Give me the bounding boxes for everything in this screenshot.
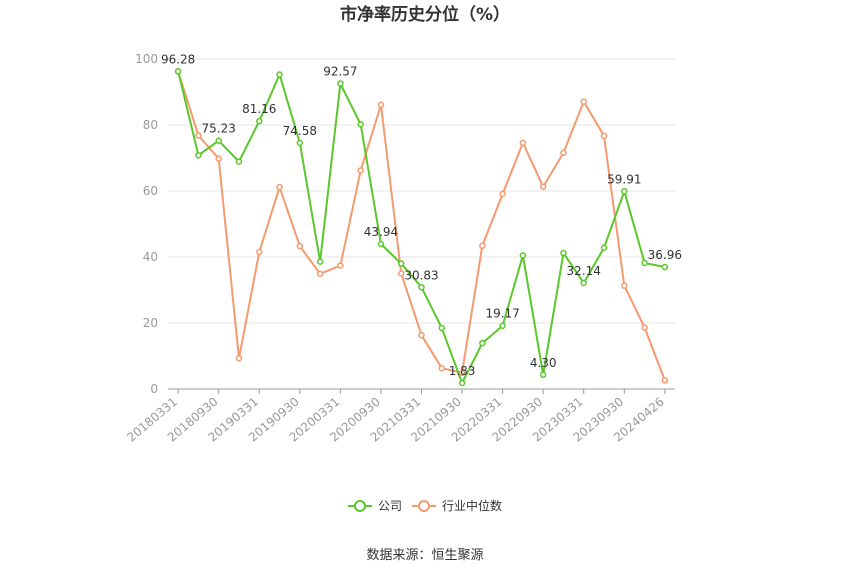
data-point bbox=[418, 284, 425, 291]
legend-item-0[interactable]: 公司 bbox=[348, 499, 402, 513]
data-point bbox=[377, 101, 385, 109]
grid bbox=[168, 58, 675, 324]
series-0 bbox=[174, 68, 669, 387]
data-point bbox=[661, 263, 669, 271]
legend-marker bbox=[418, 500, 430, 512]
data-label: 43.94 bbox=[364, 225, 398, 239]
data-point bbox=[519, 252, 527, 259]
data-point bbox=[235, 158, 243, 165]
data-point bbox=[215, 137, 222, 144]
data-point bbox=[316, 258, 324, 265]
data-point bbox=[337, 80, 344, 87]
data-label: 4.30 bbox=[530, 356, 557, 370]
data-point bbox=[215, 155, 222, 162]
y-tick-label: 80 bbox=[143, 118, 158, 132]
legend-label: 行业中位数 bbox=[442, 498, 502, 513]
data-label: 19.17 bbox=[485, 307, 519, 321]
data-point bbox=[479, 339, 486, 347]
data-point bbox=[397, 260, 405, 267]
y-tick-label: 20 bbox=[143, 316, 158, 330]
data-point bbox=[296, 242, 304, 250]
y-axis: 0 20 40 60 80 100 bbox=[135, 52, 158, 396]
data-point bbox=[641, 259, 648, 267]
data-point bbox=[621, 188, 628, 195]
data-point bbox=[600, 244, 608, 252]
legend[interactable]: 公司 行业中位数 bbox=[348, 498, 502, 513]
data-point bbox=[539, 371, 547, 379]
data-label: 32.14 bbox=[567, 264, 601, 278]
data-label: 92.57 bbox=[323, 65, 357, 79]
data-point bbox=[195, 132, 202, 139]
data-point bbox=[661, 377, 669, 384]
data-point bbox=[357, 121, 364, 128]
data-point bbox=[479, 242, 486, 250]
data-point bbox=[418, 331, 425, 339]
data-point bbox=[357, 167, 364, 174]
data-point bbox=[600, 132, 608, 140]
data-point bbox=[438, 364, 446, 372]
data-point bbox=[296, 139, 304, 147]
legend-label: 公司 bbox=[378, 499, 402, 513]
data-point bbox=[195, 152, 202, 159]
data-point bbox=[438, 324, 446, 332]
data-label: 59.91 bbox=[607, 172, 641, 186]
source-note: 数据来源：恒生聚源 bbox=[366, 548, 483, 563]
data-point bbox=[256, 248, 263, 256]
data-label: 30.83 bbox=[404, 268, 438, 282]
data-point bbox=[580, 98, 587, 105]
data-point bbox=[621, 282, 628, 289]
data-point bbox=[316, 270, 324, 278]
data-point bbox=[499, 190, 506, 198]
data-point bbox=[560, 149, 567, 156]
data-point bbox=[539, 183, 547, 190]
data-point bbox=[377, 240, 385, 248]
data-point bbox=[256, 117, 263, 125]
y-tick-label: 0 bbox=[150, 382, 158, 396]
data-point bbox=[519, 139, 527, 147]
data-point bbox=[458, 369, 466, 377]
data-point bbox=[276, 183, 283, 191]
legend-item-1[interactable]: 行业中位数 bbox=[412, 498, 502, 513]
y-tick-label: 60 bbox=[143, 184, 158, 198]
data-point bbox=[499, 322, 506, 329]
data-point bbox=[174, 68, 182, 75]
data-label: 74.58 bbox=[283, 124, 317, 138]
data-label: 1.83 bbox=[449, 364, 476, 378]
chart-title: 市净率历史分位（%） bbox=[340, 4, 510, 25]
data-label: 36.96 bbox=[648, 248, 682, 262]
data-point bbox=[458, 379, 466, 387]
legend-marker bbox=[354, 500, 366, 512]
data-point bbox=[580, 279, 587, 287]
data-label: 75.23 bbox=[202, 122, 236, 136]
data-labels: 96.28 75.23 81.16 74.58 92.57 43.94 30.83 1.83 1… bbox=[161, 52, 682, 378]
x-axis: 2018033120180930201903312019093020200331… bbox=[124, 388, 675, 445]
data-point bbox=[337, 262, 344, 269]
series-layer bbox=[174, 68, 669, 387]
data-point bbox=[560, 249, 567, 257]
data-point bbox=[641, 324, 648, 331]
y-tick-label: 40 bbox=[143, 250, 158, 264]
y-tick-label: 100 bbox=[135, 52, 158, 66]
data-point bbox=[276, 71, 283, 78]
data-label: 81.16 bbox=[242, 102, 276, 116]
data-label: 96.28 bbox=[161, 52, 195, 66]
data-point bbox=[397, 270, 405, 277]
data-point bbox=[235, 355, 243, 362]
